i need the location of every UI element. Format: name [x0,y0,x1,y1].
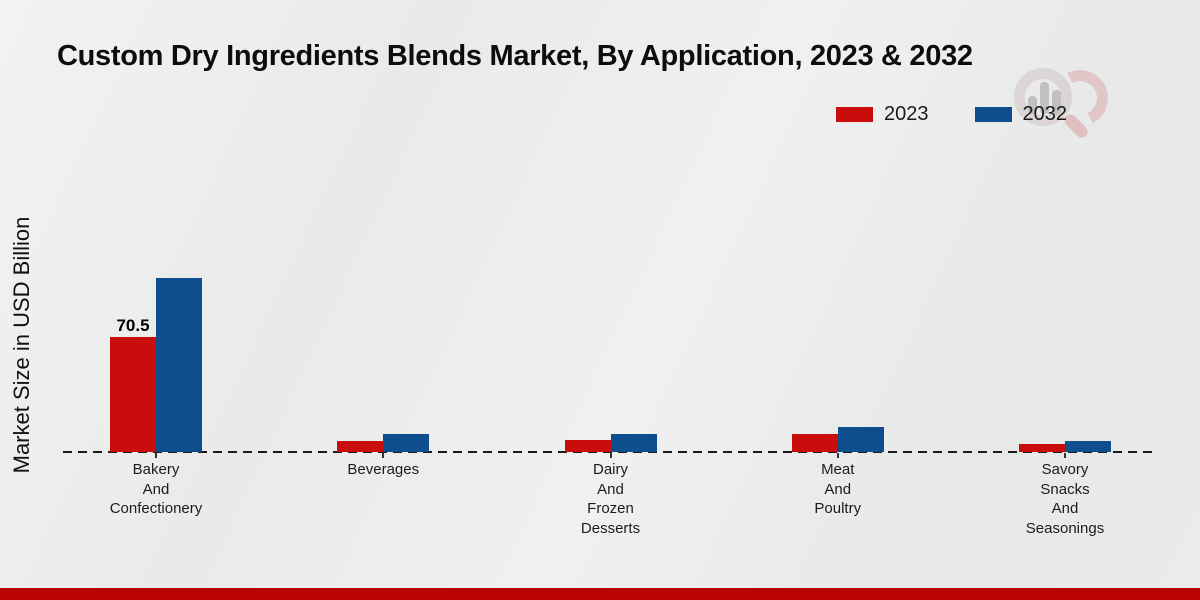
x-axis-category-label: Dairy And Frozen Desserts [580,461,641,537]
x-axis-tick [155,453,157,458]
legend-label-2023: 2023 [884,103,929,125]
bar-2023-beverages [337,441,384,452]
bar-2032-savory-snacks-and-seasonings [1065,440,1111,452]
logo-watermark-icon [1012,60,1116,145]
bar-2032-dairy-and-frozen-desserts [610,434,657,452]
x-axis-category-label: Beverages [347,461,420,478]
bar-2023-meat-and-poultry [791,434,838,452]
watermark-ring [1014,68,1072,126]
legend-item-2023: 2023 [836,103,929,126]
legend-label-2032: 2032 [1022,103,1068,125]
footer-stripe [0,588,1200,600]
x-axis-category-label: Bakery And Confectionery [109,461,203,517]
legend-item-2032: 2032 [974,103,1068,126]
chart-legend: 2023 2032 [836,103,1067,126]
bar-2023-bakery-and-confectionery [110,337,156,452]
x-axis-tick [836,453,839,458]
watermark-chart-bar [1040,82,1049,114]
bar-2032-bakery-and-confectionery [156,277,202,452]
bar-2023-savory-snacks-and-seasonings [1019,443,1065,452]
x-axis-category-label: Savory Snacks And Seasonings [1025,461,1105,537]
x-axis-tick [1064,453,1066,458]
chart-title: Custom Dry Ingredients Blends Market, By… [57,40,973,72]
legend-swatch-2032 [974,107,1012,122]
x-axis-category-label: Meat And Poultry [814,461,862,517]
bar-2023-dairy-and-frozen-desserts [564,439,611,452]
bar-2032-meat-and-poultry [837,427,884,452]
watermark-chart-bar [1028,96,1037,114]
bar-2032-beverages [383,434,430,452]
watermark-chart-bar [1052,90,1061,114]
x-axis-tick [382,453,385,458]
bar-value-label: 70.5 [116,316,150,335]
x-axis-baseline [63,451,1155,453]
legend-swatch-2023 [836,107,873,122]
x-axis-tick [609,453,612,458]
